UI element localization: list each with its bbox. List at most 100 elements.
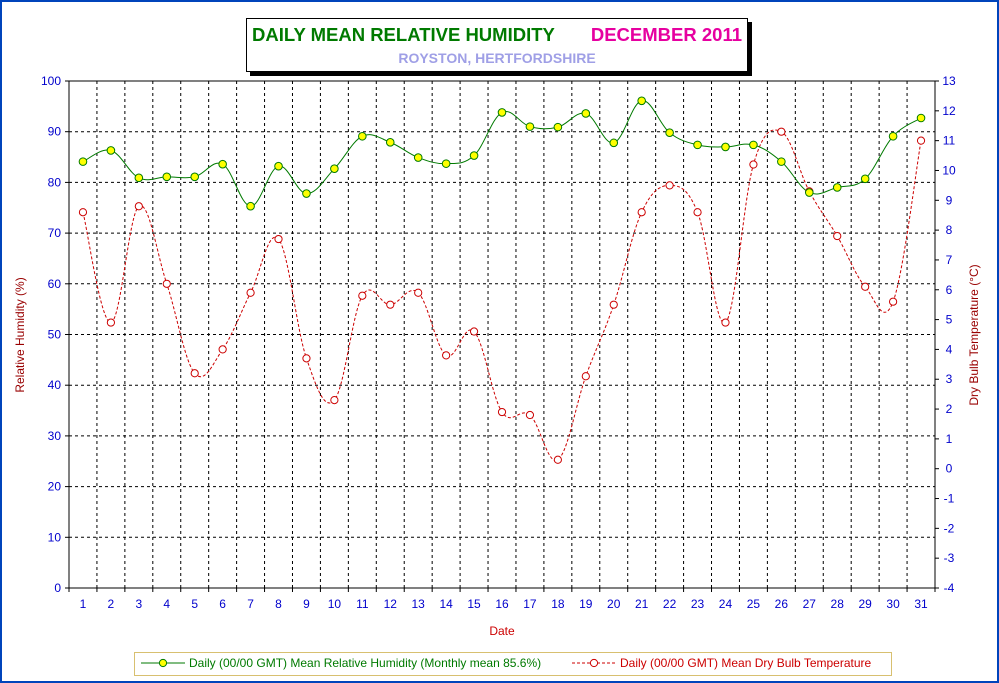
left-tick-label: 90 xyxy=(48,125,62,139)
x-tick-label: 22 xyxy=(663,597,677,611)
humidity-point xyxy=(693,140,702,150)
right-tick-label: 10 xyxy=(942,163,956,177)
humidity-point xyxy=(637,96,646,106)
temperature-point xyxy=(609,300,618,309)
right-tick-label: 6 xyxy=(946,283,953,297)
x-tick-label: 8 xyxy=(275,597,282,611)
right-tick-label: 11 xyxy=(943,134,956,148)
x-tick-label: 9 xyxy=(303,597,310,611)
legend: Daily (00/00 GMT) Mean Relative Humidity… xyxy=(134,652,892,676)
x-tick-label: 23 xyxy=(691,597,705,611)
left-tick-label: 50 xyxy=(48,328,62,342)
humidity-point xyxy=(804,188,814,197)
humidity-point xyxy=(218,159,227,169)
x-tick-label: 31 xyxy=(914,597,928,611)
temperature-point xyxy=(749,160,758,169)
x-tick-label: 5 xyxy=(191,597,198,611)
temperature-point xyxy=(665,181,674,190)
right-tick-label: 1 xyxy=(946,432,953,446)
humidity-point xyxy=(385,138,395,147)
temperature-point xyxy=(581,372,590,381)
chart-subtitle: ROYSTON, HERTFORDSHIRE xyxy=(398,50,596,66)
temperature-point xyxy=(721,318,730,327)
humidity-point xyxy=(860,174,870,184)
temperature-point xyxy=(861,282,870,291)
right-tick-label: 4 xyxy=(946,342,953,356)
humidity-point xyxy=(749,140,758,150)
humidity-series-points xyxy=(78,96,926,211)
left-tick-label: 40 xyxy=(48,378,62,392)
right-tick-label: 13 xyxy=(942,74,956,88)
temperature-point xyxy=(888,297,898,306)
x-tick-label: 11 xyxy=(356,597,369,611)
legend-temperature-marker xyxy=(572,658,616,668)
humidity-point xyxy=(190,172,200,182)
x-tick-label: 2 xyxy=(108,597,115,611)
x-tick-label: 17 xyxy=(523,597,537,611)
humidity-point xyxy=(581,109,591,118)
humidity-point xyxy=(162,172,172,182)
humidity-point xyxy=(246,201,255,211)
left-tick-label: 0 xyxy=(54,581,61,595)
right-tick-label: 5 xyxy=(946,313,953,327)
temperature-point xyxy=(78,208,88,217)
x-tick-label: 24 xyxy=(719,597,733,611)
legend-item-humidity: Daily (00/00 GMT) Mean Relative Humidity… xyxy=(141,656,541,670)
temperature-point xyxy=(833,231,842,241)
title-period: DECEMBER 2011 xyxy=(590,24,743,45)
right-tick-label: 2 xyxy=(946,402,953,416)
humidity-point xyxy=(525,122,535,131)
left-tick-label: 20 xyxy=(48,480,62,494)
humidity-point xyxy=(888,131,898,141)
x-tick-label: 18 xyxy=(551,597,565,611)
temperature-point xyxy=(330,396,339,405)
x-tick-label: 20 xyxy=(607,597,621,611)
humidity-point xyxy=(134,173,144,183)
legend-item-temperature: Daily (00/00 GMT) Mean Dry Bulb Temperat… xyxy=(572,656,871,670)
x-tick-label: 1 xyxy=(80,597,87,611)
temperature-point xyxy=(442,351,451,360)
left-tick-label: 80 xyxy=(48,175,62,189)
right-axis-title: Dry Bulb Temperature (°C) xyxy=(967,264,981,405)
right-tick-label: -1 xyxy=(944,492,955,506)
temperature-point xyxy=(134,202,143,211)
x-tick-label: 29 xyxy=(858,597,872,611)
humidity-point xyxy=(274,161,283,171)
humidity-point xyxy=(916,113,926,123)
left-tick-label: 60 xyxy=(48,277,62,291)
left-tick-label: 70 xyxy=(48,226,62,240)
x-tick-label: 7 xyxy=(247,597,254,611)
humidity-point xyxy=(665,128,674,138)
x-tick-label: 13 xyxy=(412,597,426,611)
temperature-point xyxy=(777,127,786,136)
left-tick-label: 100 xyxy=(41,74,61,88)
title-main: DAILY MEAN RELATIVE HUMIDITY xyxy=(251,24,555,45)
right-tick-label: -3 xyxy=(944,551,955,565)
right-tick-label: 9 xyxy=(946,193,953,207)
right-tick-label: 3 xyxy=(946,372,953,386)
right-tick-label: -2 xyxy=(944,521,955,535)
right-tick-label: 8 xyxy=(946,223,953,237)
temperature-point xyxy=(358,291,367,300)
x-tick-label: 12 xyxy=(384,597,398,611)
x-tick-label: 14 xyxy=(439,597,453,611)
humidity-point xyxy=(777,157,786,166)
humidity-point xyxy=(441,159,451,168)
right-tick-label: 7 xyxy=(946,253,953,267)
humidity-point xyxy=(832,183,842,192)
humidity-point xyxy=(721,142,730,152)
temperature-point xyxy=(497,407,507,417)
temperature-point xyxy=(469,327,479,336)
x-tick-label: 6 xyxy=(219,597,226,611)
x-axis: 1 2 3 4 5 6 7 8 9 10 11 12 13 14 15 16 17 18 19 20 21 22 23 24 2… xyxy=(68,588,936,611)
temperature-point xyxy=(553,455,562,464)
x-tick-label: 27 xyxy=(803,597,817,611)
legend-temperature-label: Daily (00/00 GMT) Mean Dry Bulb Temperat… xyxy=(620,656,872,670)
x-tick-label: 10 xyxy=(328,597,342,611)
humidity-point xyxy=(553,122,563,132)
left-axis: 0 10 20 30 40 50 60 70 80 90 100 xyxy=(41,74,69,595)
x-tick-label: 26 xyxy=(775,597,789,611)
temperature-point xyxy=(637,208,646,217)
